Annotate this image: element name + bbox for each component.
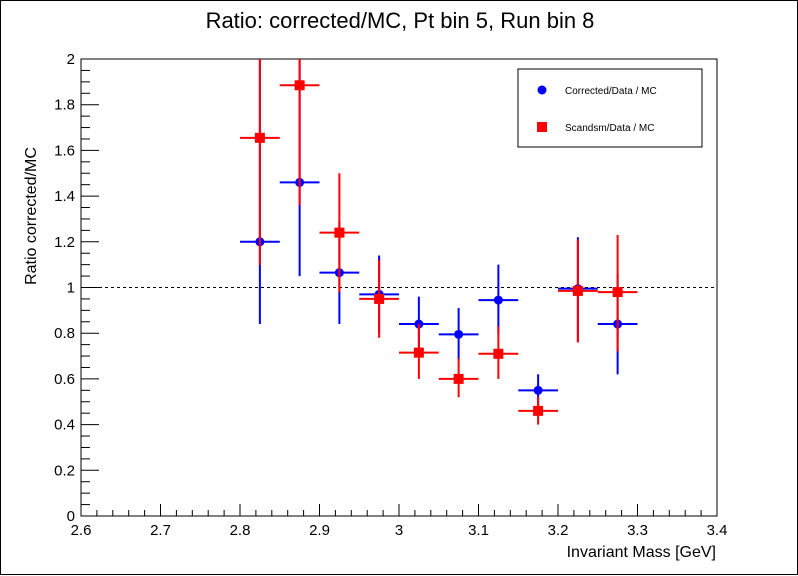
y-tick-label: 0.6 (54, 371, 75, 388)
y-tick-label: 0.2 (54, 462, 75, 479)
x-axis-label: Invariant Mass [GeV] (567, 544, 716, 561)
data-point (453, 373, 464, 384)
x-tick-label: 3.1 (468, 522, 489, 539)
plot-area: 2.6 2.7 2.8 2.9 3 3.1 3.2 3.3 3.4 0 0.2 0.4 0.6 0.8 1 1… (54, 51, 727, 539)
data-point (413, 347, 424, 358)
data-point (533, 405, 544, 416)
y-tick-label: 2 (67, 51, 75, 68)
data-point (493, 295, 503, 305)
legend: Corrected/Data / MC Scandsm/Data / MC (517, 68, 703, 148)
y-tick-label: 0 (67, 508, 75, 525)
data-point (454, 329, 464, 339)
x-tick-label: 2.6 (71, 522, 92, 539)
chart-title: Ratio: corrected/MC, Pt bin 5, Run bin 8 (206, 8, 595, 33)
data-point (334, 227, 345, 238)
y-tick-label: 1 (67, 280, 75, 297)
x-tick-label: 2.8 (230, 522, 251, 539)
data-point (374, 293, 385, 304)
y-tick-label: 1.8 (54, 97, 75, 114)
data-point (572, 285, 583, 296)
data-point (612, 287, 623, 298)
data-point (254, 132, 265, 143)
legend-label: Scandsm/Data / MC (565, 123, 654, 134)
data-point (493, 348, 504, 359)
legend-marker (537, 122, 547, 132)
x-tick-label: 2.7 (150, 522, 171, 539)
x-tick-label: 2.9 (309, 522, 330, 539)
y-axis-label: Ratio corrected/MC (23, 147, 40, 285)
data-point (533, 385, 543, 395)
x-tick-label: 3.2 (548, 522, 569, 539)
series-1 (240, 59, 638, 425)
y-tick-label: 0.8 (54, 325, 75, 342)
legend-box (517, 68, 703, 148)
y-tick-label: 1.2 (54, 234, 75, 251)
y-tick-label: 1.6 (54, 142, 75, 159)
y-tick-label: 0.4 (54, 417, 75, 434)
data-point (294, 80, 305, 91)
legend-marker (537, 85, 547, 95)
x-tick-label: 3 (395, 522, 403, 539)
legend-label: Corrected/Data / MC (565, 86, 657, 97)
y-tick-label: 1.4 (54, 188, 75, 205)
x-tick-label: 3.3 (627, 522, 648, 539)
x-tick-label: 3.4 (707, 522, 728, 539)
